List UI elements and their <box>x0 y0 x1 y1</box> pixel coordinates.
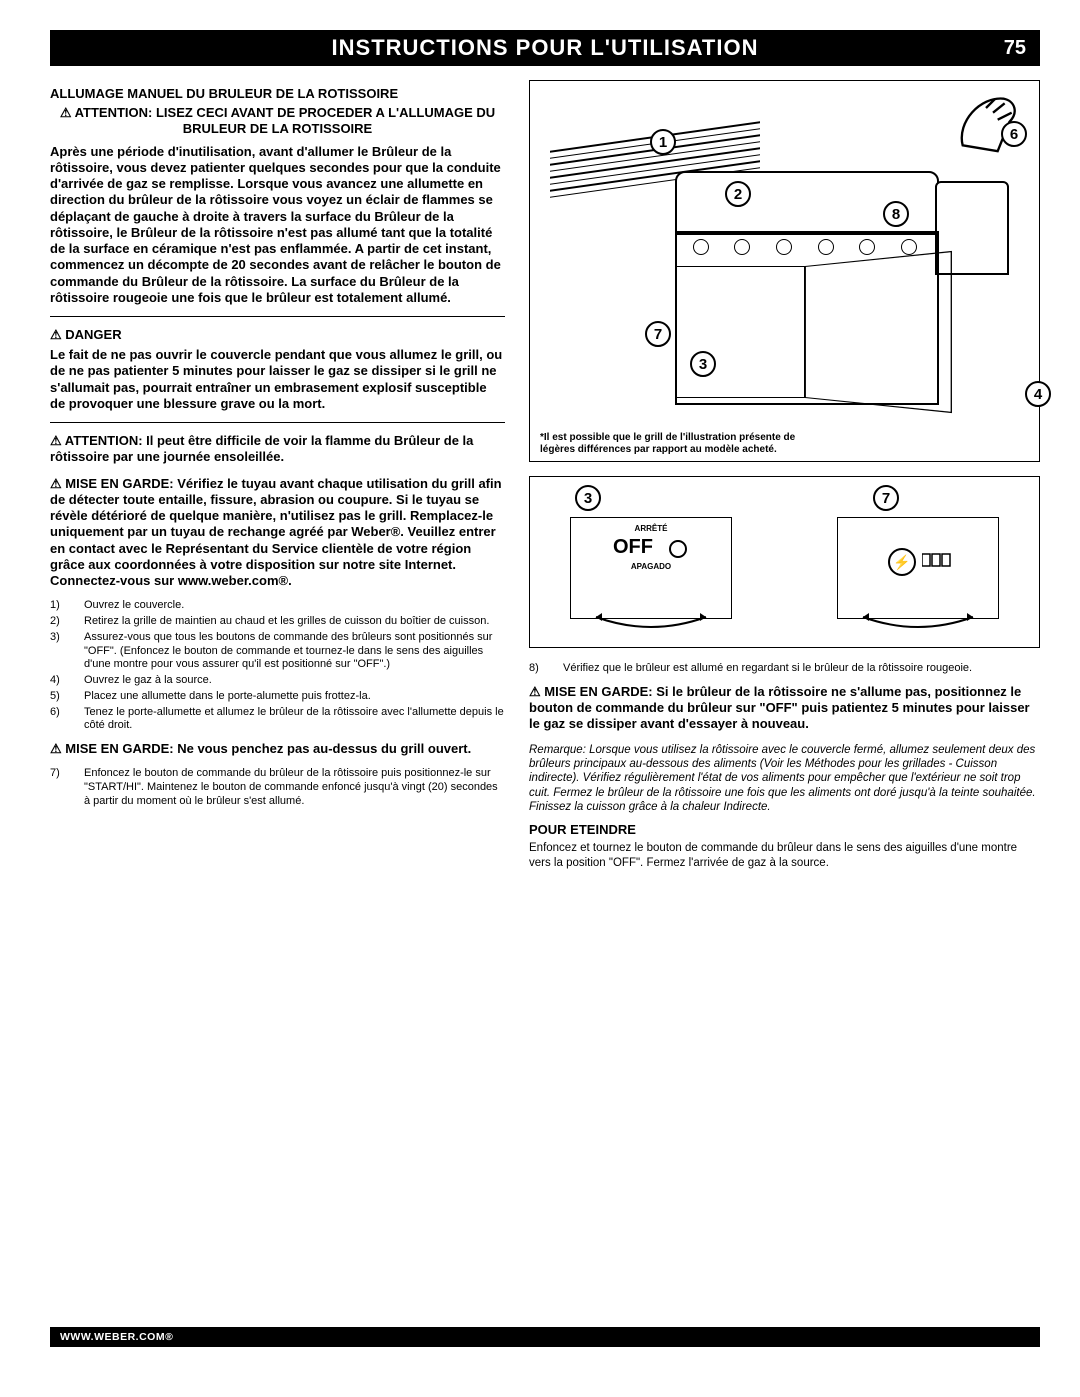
right-column: 1 2 3 4 6 7 8 *Il est possible que le gr… <box>529 80 1040 878</box>
step-item: 2) Retirez la grille de maintien au chaud… <box>50 615 505 629</box>
steps-list-a: 1) Ouvrez le couvercle. 2) Retirez la grill… <box>50 599 505 733</box>
step-text: Placez une allumette dans le porte-alume… <box>84 690 505 704</box>
two-column-layout: ALLUMAGE MANUEL DU BRULEUR DE LA ROTISSO… <box>50 80 1040 878</box>
step-item: 6) Tenez le porte-allumette et allumez le… <box>50 706 505 734</box>
step-number: 4) <box>50 674 68 688</box>
step-text: Tenez le porte-allumette et allumez le b… <box>84 706 505 734</box>
callout-knob-7: 7 <box>873 485 899 511</box>
callout-2: 2 <box>725 181 751 207</box>
attention-flame: ⚠ ATTENTION: Il peut être difficile de v… <box>50 433 505 466</box>
step-number: 3) <box>50 631 68 672</box>
steps-list-b: 7) Enfoncez le bouton de commande du brûl… <box>50 767 505 808</box>
attention-body: Après une période d'inutilisation, avant… <box>50 144 505 307</box>
mise-en-garde-tuyau: ⚠ MISE EN GARDE: Vérifiez le tuyau avant… <box>50 476 505 590</box>
figure-knobs: 3 7 ARRÊTÉ OFF APAGADO ⚡ <box>529 476 1040 648</box>
callout-knob-3: 3 <box>575 485 601 511</box>
knob-off-diagram: ARRÊTÉ OFF APAGADO <box>570 517 732 619</box>
step-number: 2) <box>50 615 68 629</box>
step-text: Ouvrez le gaz à la source. <box>84 674 505 688</box>
figure-footnote: *Il est possible que le grill de l'illus… <box>540 432 820 455</box>
label-off: OFF <box>613 536 653 559</box>
arrow-curve-icon <box>591 612 711 632</box>
step-number: 5) <box>50 690 68 704</box>
step-text: Ouvrez le couvercle. <box>84 599 505 613</box>
step-item: 5) Placez une allumette dans le porte-alu… <box>50 690 505 704</box>
danger-label: ⚠ DANGER <box>50 327 505 343</box>
step-number: 1) <box>50 599 68 613</box>
grill-door-open-icon <box>805 251 952 413</box>
figure-grill: 1 2 3 4 6 7 8 *Il est possible que le gr… <box>529 80 1040 462</box>
knob-ignite-diagram: ⚡ <box>837 517 999 619</box>
label-arrete: ARRÊTÉ <box>571 524 731 533</box>
step-text: Vérifiez que le brûleur est allumé en re… <box>563 662 1040 676</box>
step-text: Assurez-vous que tous les boutons de com… <box>84 631 505 672</box>
callout-7: 7 <box>645 321 671 347</box>
step-item: 1) Ouvrez le couvercle. <box>50 599 505 613</box>
page-title: INSTRUCTIONS POUR L'UTILISATION <box>332 35 759 61</box>
footer-url: WWW.WEBER.COM® <box>60 1331 173 1343</box>
remarque: Remarque: Lorsque vous utilisez la rôtis… <box>529 743 1040 815</box>
divider <box>50 422 505 423</box>
arrow-curve-icon <box>858 612 978 632</box>
pour-eteindre-title: POUR ETEINDRE <box>529 822 1040 837</box>
step-text: Enfoncez le bouton de commande du brûleu… <box>84 767 505 808</box>
mise-en-garde-allume: ⚠ MISE EN GARDE: Si le brûleur de la rôt… <box>529 684 1040 733</box>
step-item: 8) Vérifiez que le brûleur est allumé en … <box>529 662 1040 676</box>
step-number: 6) <box>50 706 68 734</box>
knob-dot-icon <box>669 540 687 558</box>
step-number: 8) <box>529 662 547 676</box>
header-bar: INSTRUCTIONS POUR L'UTILISATION 75 <box>50 30 1040 66</box>
pour-eteindre-body: Enfoncez et tournez le bouton de command… <box>529 841 1040 870</box>
divider <box>50 316 505 317</box>
step-item: 7) Enfoncez le bouton de commande du brûl… <box>50 767 505 808</box>
step-item: 4) Ouvrez le gaz à la source. <box>50 674 505 688</box>
callout-3: 3 <box>690 351 716 377</box>
page-number: 75 <box>1004 37 1026 60</box>
step-number: 7) <box>50 767 68 808</box>
callout-8: 8 <box>883 201 909 227</box>
footer-bar: WWW.WEBER.COM® <box>50 1327 1040 1347</box>
step-item: 3) Assurez-vous que tous les boutons de c… <box>50 631 505 672</box>
callout-4: 4 <box>1025 381 1051 407</box>
spark-icon: ⚡ <box>888 548 916 576</box>
section-title: ALLUMAGE MANUEL DU BRULEUR DE LA ROTISSO… <box>50 86 505 101</box>
label-apagado: APAGADO <box>571 562 731 571</box>
grill-door-icon <box>675 266 805 398</box>
battery-icon <box>922 552 962 568</box>
steps-list-c: 8) Vérifiez que le brûleur est allumé en … <box>529 662 1040 676</box>
attention-heading: ⚠ ATTENTION: LISEZ CECI AVANT DE PROCEDE… <box>50 105 505 138</box>
callout-6: 6 <box>1001 121 1027 147</box>
page: INSTRUCTIONS POUR L'UTILISATION 75 ALLUM… <box>0 0 1080 1397</box>
mise-en-garde-penchez: ⚠ MISE EN GARDE: Ne vous penchez pas au-… <box>50 741 505 757</box>
callout-1: 1 <box>650 129 676 155</box>
step-text: Retirez la grille de maintien au chaud e… <box>84 615 505 629</box>
left-column: ALLUMAGE MANUEL DU BRULEUR DE LA ROTISSO… <box>50 80 505 878</box>
danger-body: Le fait de ne pas ouvrir le couvercle pe… <box>50 347 505 412</box>
